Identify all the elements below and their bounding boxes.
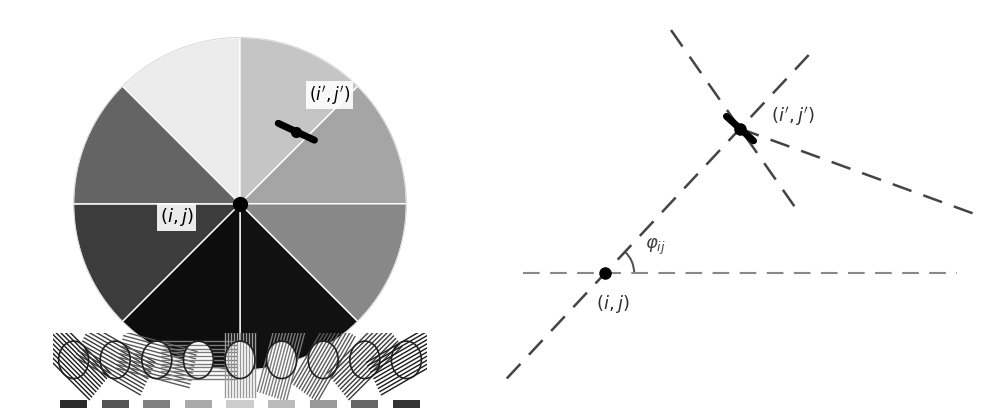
Ellipse shape	[308, 341, 338, 379]
Text: $(i,j)$: $(i,j)$	[160, 206, 194, 228]
Text: $(i', j')$: $(i', j')$	[771, 105, 815, 128]
Wedge shape	[122, 204, 240, 370]
Text: $\varphi_{ij}$: $\varphi_{ij}$	[645, 236, 666, 257]
Wedge shape	[122, 37, 240, 204]
Bar	[268, 400, 295, 408]
Ellipse shape	[59, 341, 89, 379]
Text: $(i, j)$: $(i, j)$	[596, 293, 629, 315]
Bar	[393, 400, 420, 408]
Text: $(i', j')$: $(i', j')$	[309, 84, 350, 106]
Bar	[226, 400, 254, 408]
Wedge shape	[240, 204, 406, 322]
Ellipse shape	[350, 341, 380, 379]
Bar	[185, 400, 212, 408]
Bar	[351, 400, 378, 408]
Ellipse shape	[391, 341, 421, 379]
Bar	[102, 400, 129, 408]
Wedge shape	[240, 204, 358, 370]
Bar	[310, 400, 337, 408]
Bar	[143, 400, 170, 408]
Wedge shape	[74, 204, 240, 322]
Ellipse shape	[183, 341, 213, 379]
Bar	[60, 400, 87, 408]
Ellipse shape	[267, 341, 297, 379]
Wedge shape	[74, 86, 240, 204]
Wedge shape	[240, 37, 358, 204]
Ellipse shape	[225, 341, 255, 379]
Ellipse shape	[142, 341, 172, 379]
Wedge shape	[240, 86, 406, 204]
Ellipse shape	[100, 341, 130, 379]
